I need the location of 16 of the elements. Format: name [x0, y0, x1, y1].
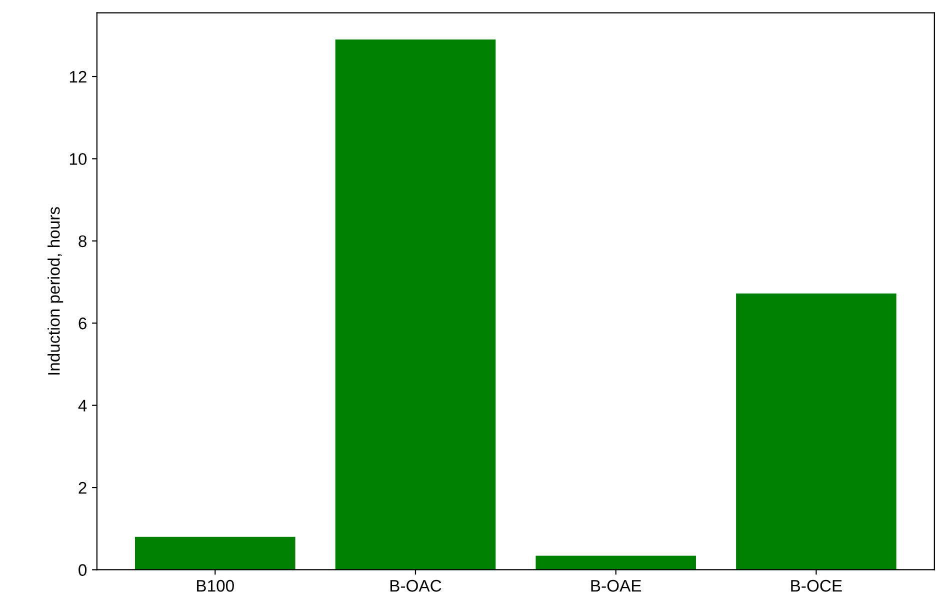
y-tick-label: 6: [78, 318, 86, 330]
bar: [736, 294, 896, 570]
y-tick-label: 2: [78, 482, 86, 494]
bar: [536, 556, 696, 570]
y-tick-label: 8: [78, 235, 86, 248]
y-tick-label: 10: [70, 153, 87, 165]
x-tick-label: B100: [197, 580, 234, 592]
bar: [134, 536, 296, 570]
y-tick-label: 12: [70, 70, 86, 83]
x-tick-label: B-OAE: [591, 580, 642, 592]
y-axis-title: Induction period, hours: [48, 207, 64, 375]
bar: [335, 40, 496, 570]
y-tick-label: 0: [78, 564, 87, 576]
x-tick-label: B-OCE: [791, 580, 842, 592]
y-tick-label: 4: [78, 400, 87, 412]
x-tick-label: B-OAC: [390, 580, 442, 592]
